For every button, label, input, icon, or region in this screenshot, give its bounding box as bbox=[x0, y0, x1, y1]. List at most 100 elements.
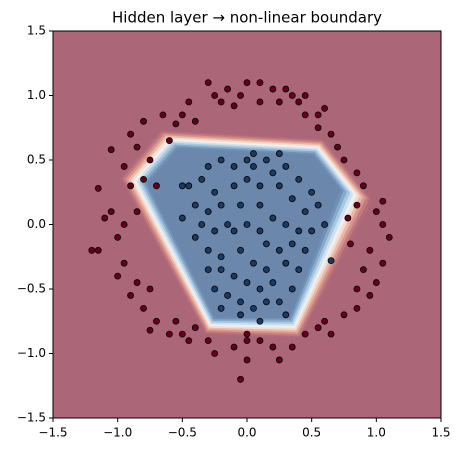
scatter-point bbox=[334, 143, 341, 151]
scatter-point bbox=[250, 304, 257, 312]
scatter-point bbox=[366, 246, 374, 254]
scatter-point bbox=[243, 279, 251, 286]
contour-band bbox=[147, 148, 341, 318]
scatter-point bbox=[94, 246, 102, 254]
scatter-point bbox=[295, 175, 303, 183]
scatter-point bbox=[185, 182, 193, 190]
scatter-point bbox=[178, 330, 186, 338]
scatter-point bbox=[321, 221, 329, 228]
scatter-point bbox=[385, 233, 393, 241]
scatter-point bbox=[269, 214, 277, 222]
scatter-point bbox=[198, 175, 206, 183]
x-tick-label: −0.5 bbox=[168, 426, 197, 440]
scatter-point bbox=[327, 257, 335, 265]
scatter-point bbox=[204, 246, 212, 254]
scatter-point bbox=[211, 285, 219, 293]
scatter-point bbox=[140, 117, 147, 125]
scatter-point bbox=[178, 214, 186, 222]
scatter-point bbox=[353, 304, 361, 312]
scatter-point bbox=[127, 130, 135, 138]
scatter-point bbox=[237, 298, 244, 306]
scatter-point bbox=[140, 175, 147, 183]
scatter-point bbox=[230, 343, 238, 351]
scatter-point bbox=[204, 163, 212, 170]
scatter-point bbox=[217, 304, 225, 312]
y-tick-label: −0.5 bbox=[17, 282, 46, 296]
scatter-point bbox=[243, 356, 251, 364]
scatter-point bbox=[256, 182, 264, 190]
scatter-point bbox=[353, 201, 361, 209]
scatter-point bbox=[217, 266, 225, 274]
scatter-point bbox=[237, 375, 244, 383]
scatter-point bbox=[133, 279, 141, 286]
scatter-point bbox=[256, 98, 264, 106]
scatter-point bbox=[204, 266, 212, 274]
scatter-point bbox=[224, 292, 232, 299]
y-tick-label: 1.5 bbox=[27, 24, 46, 38]
scatter-point bbox=[185, 98, 193, 106]
y-tick-label: 0.0 bbox=[27, 217, 46, 231]
scatter-point bbox=[88, 246, 96, 254]
scatter-point bbox=[275, 298, 283, 306]
scatter-point bbox=[344, 214, 352, 222]
scatter-point bbox=[282, 85, 290, 93]
scatter-point bbox=[269, 279, 277, 286]
scatter-point bbox=[372, 279, 380, 286]
scatter-point bbox=[120, 221, 128, 228]
scatter-point bbox=[127, 292, 135, 299]
scatter-point bbox=[275, 150, 283, 157]
scatter-point bbox=[262, 240, 270, 248]
y-tick-label: −1.0 bbox=[17, 346, 46, 360]
scatter-point bbox=[230, 227, 238, 235]
scatter-point bbox=[372, 208, 380, 216]
scatter-point bbox=[301, 330, 309, 338]
scatter-point bbox=[295, 227, 303, 235]
scatter-point bbox=[288, 240, 296, 248]
scatter-point bbox=[262, 266, 270, 274]
scatter-point bbox=[269, 343, 277, 351]
scatter-point bbox=[359, 182, 367, 190]
scatter-point bbox=[366, 292, 374, 299]
scatter-point bbox=[191, 324, 199, 332]
y-tick-label: −1.5 bbox=[17, 411, 46, 425]
scatter-point bbox=[295, 266, 303, 274]
scatter-point bbox=[114, 272, 122, 280]
chart-title: Hidden layer → non-linear boundary bbox=[112, 9, 382, 27]
scatter-point bbox=[237, 311, 244, 319]
scatter-point bbox=[178, 111, 186, 119]
scatter-point bbox=[288, 285, 296, 293]
scatter-point bbox=[165, 137, 173, 145]
scatter-point bbox=[237, 201, 244, 209]
scatter-point bbox=[165, 330, 173, 338]
scatter-point bbox=[146, 285, 154, 293]
scatter-point bbox=[353, 169, 361, 177]
scatter-point bbox=[243, 79, 251, 86]
scatter-point bbox=[230, 163, 238, 170]
scatter-point bbox=[140, 304, 147, 312]
scatter-point bbox=[230, 182, 238, 190]
scatter-point bbox=[314, 111, 322, 119]
scatter-point bbox=[120, 163, 128, 170]
scatter-point bbox=[211, 350, 219, 357]
scatter-point bbox=[308, 188, 316, 196]
scatter-point bbox=[243, 337, 251, 345]
scatter-point bbox=[211, 92, 219, 99]
x-tick-label: 1.0 bbox=[367, 426, 386, 440]
scatter-point bbox=[321, 317, 329, 325]
scatter-point bbox=[256, 79, 264, 86]
scatter-point bbox=[217, 201, 225, 209]
scatter-point bbox=[269, 169, 277, 177]
scatter-point bbox=[275, 98, 283, 106]
scatter-point bbox=[127, 182, 135, 190]
scatter-point bbox=[217, 98, 225, 106]
scatter-point bbox=[159, 111, 167, 119]
scatter-point bbox=[288, 195, 296, 203]
scatter-point bbox=[191, 117, 199, 125]
scatter-point bbox=[107, 208, 115, 216]
scatter-point bbox=[353, 285, 361, 293]
scatter-point bbox=[107, 146, 115, 154]
scatter-point bbox=[133, 143, 141, 151]
scatter-point bbox=[250, 150, 257, 157]
scatter-point bbox=[250, 259, 257, 267]
